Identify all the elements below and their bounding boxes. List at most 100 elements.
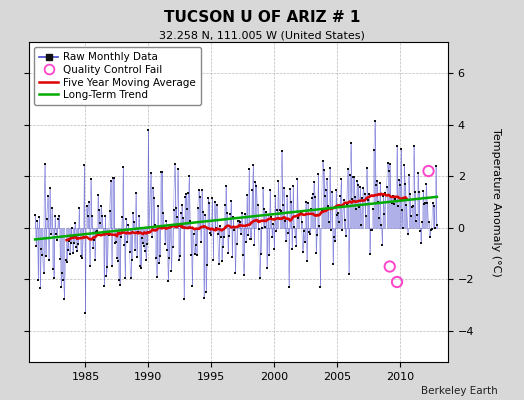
Point: [61, 257, 70, 264]
Point: [380, 211, 389, 217]
Point: [90, 237, 98, 243]
Point: [125, 248, 134, 255]
Point: [42, 216, 51, 222]
Point: [111, 240, 119, 247]
Point: [344, 166, 352, 172]
Point: [224, 249, 232, 256]
Point: [162, 218, 170, 225]
Point: [204, 195, 212, 201]
Point: [347, 140, 355, 146]
Point: [328, 189, 336, 195]
Point: [285, 284, 293, 290]
Point: [178, 202, 186, 208]
Point: [95, 206, 103, 213]
Point: [342, 232, 350, 239]
Point: [72, 244, 80, 250]
Point: [320, 166, 328, 173]
Point: [158, 168, 166, 175]
Point: [357, 222, 366, 228]
Point: [91, 257, 99, 264]
Point: [254, 226, 263, 232]
Point: [238, 252, 247, 259]
Point: [423, 200, 432, 206]
Point: [36, 285, 45, 292]
Point: [259, 206, 268, 212]
Point: [252, 182, 260, 189]
Point: [408, 204, 416, 210]
Point: [394, 203, 402, 209]
Point: [308, 195, 316, 202]
Point: [64, 238, 73, 244]
Point: [274, 178, 282, 184]
Point: [82, 203, 91, 209]
Point: [325, 218, 333, 225]
Point: [49, 266, 57, 272]
Point: [280, 218, 289, 224]
Point: [115, 277, 123, 283]
Point: [52, 231, 60, 238]
Point: [287, 199, 296, 206]
Point: [34, 277, 42, 284]
Point: [278, 202, 287, 208]
Point: [136, 263, 144, 270]
Point: [213, 231, 222, 238]
Point: [56, 256, 64, 262]
Point: [372, 182, 380, 188]
Point: [392, 198, 400, 204]
Point: [386, 161, 394, 167]
Point: [400, 162, 409, 168]
Point: [322, 186, 330, 193]
Point: [260, 224, 269, 230]
Point: [139, 240, 147, 246]
Point: [348, 196, 356, 202]
Point: [279, 185, 288, 192]
Point: [298, 219, 306, 225]
Point: [57, 283, 66, 290]
Point: [119, 164, 127, 170]
Point: [96, 220, 104, 227]
Point: [341, 217, 349, 223]
Point: [302, 199, 310, 205]
Point: [294, 215, 303, 222]
Point: [292, 243, 301, 249]
Point: [319, 158, 327, 164]
Point: [31, 212, 39, 218]
Point: [430, 203, 438, 210]
Point: [129, 219, 138, 225]
Point: [385, 168, 393, 174]
Point: [271, 193, 279, 200]
Point: [277, 148, 286, 154]
Point: [370, 147, 378, 153]
Point: [417, 240, 425, 246]
Point: [399, 224, 408, 231]
Point: [303, 258, 311, 264]
Point: [126, 275, 135, 281]
Point: [51, 213, 59, 219]
Point: [53, 237, 61, 243]
Point: [321, 193, 329, 200]
Point: [272, 228, 280, 234]
Point: [402, 202, 411, 208]
Point: [244, 232, 252, 238]
Point: [148, 184, 157, 191]
Point: [261, 209, 270, 215]
Point: [339, 226, 347, 233]
Point: [364, 197, 372, 203]
Point: [122, 216, 130, 222]
Point: [92, 229, 100, 235]
Point: [160, 222, 168, 229]
Point: [233, 218, 242, 224]
Point: [388, 200, 396, 206]
Point: [112, 239, 120, 246]
Point: [221, 202, 229, 208]
Point: [361, 191, 369, 198]
Point: [297, 209, 305, 215]
Point: [154, 203, 162, 209]
Point: [371, 118, 379, 124]
Point: [424, 219, 433, 225]
Point: [367, 227, 375, 233]
Point: [318, 208, 326, 214]
Point: [107, 263, 116, 270]
Point: [88, 213, 96, 219]
Point: [89, 244, 97, 251]
